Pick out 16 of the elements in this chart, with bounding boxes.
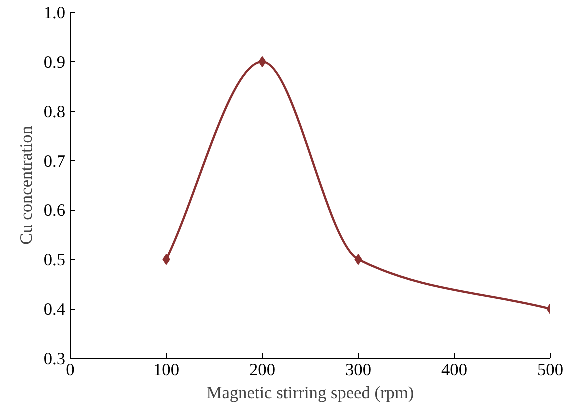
x-tick-label: 500 (538, 360, 564, 380)
y-tick-label: 0.5 (44, 250, 66, 270)
y-tick-label: 1.0 (44, 4, 66, 22)
x-tick-label: 200 (250, 360, 276, 380)
y-axis-title: Cu concentration (16, 126, 36, 245)
x-tick-label: 300 (346, 360, 372, 380)
y-tick-label: 0.8 (44, 102, 66, 122)
y-tick-label: 0.3 (44, 350, 66, 368)
x-tick-label: 100 (154, 360, 180, 380)
y-tick-label: 0.4 (44, 300, 66, 320)
y-tick-label: 0.6 (44, 201, 66, 220)
y-tick-label: 0.9 (44, 52, 66, 72)
x-axis-title: Magnetic stirring speed (rpm) (206, 384, 414, 402)
x-tick-label: 0 (66, 360, 75, 380)
x-tick-label: 400 (442, 360, 468, 380)
y-tick-label: 0.7 (44, 152, 66, 171)
